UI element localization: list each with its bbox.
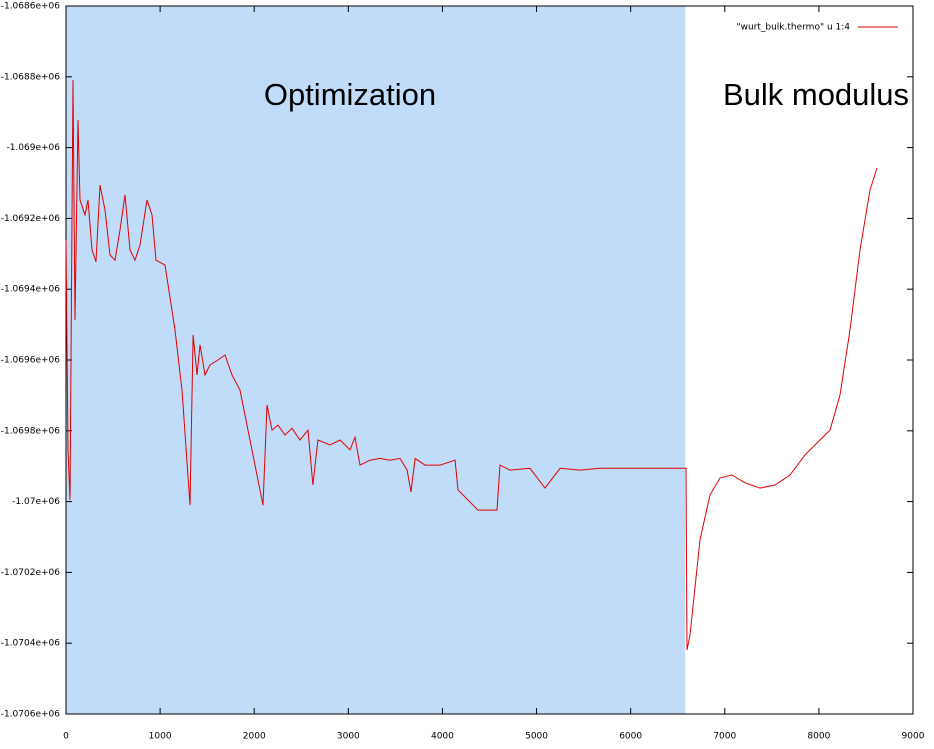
annotation: Optimization <box>264 77 436 112</box>
y-tick-label: -1.0688e+06 <box>1 72 61 82</box>
annotation: Bulk modulus <box>723 77 909 112</box>
y-tick-label: -1.0696e+06 <box>1 356 61 366</box>
x-tick-label: 4000 <box>431 732 454 742</box>
y-tick-label: -1.0698e+06 <box>1 426 61 436</box>
x-tick-label: 1000 <box>149 732 172 742</box>
y-tick-label: -1.0686e+06 <box>1 2 61 12</box>
data-line <box>65 79 878 650</box>
x-tick-label: 2000 <box>243 732 266 742</box>
y-tick-label: -1.069e+06 <box>6 143 60 153</box>
x-tick-label: 8000 <box>807 732 830 742</box>
shaded-region <box>66 6 686 714</box>
x-tick-label: 7000 <box>713 732 736 742</box>
y-tick-label: -1.0694e+06 <box>1 285 61 295</box>
x-tick-label: 0 <box>63 732 69 742</box>
y-tick-label: -1.0702e+06 <box>1 568 61 578</box>
x-tick-label: 5000 <box>525 732 548 742</box>
plot-border <box>65 5 914 715</box>
y-tick-label: -1.07e+06 <box>12 497 60 507</box>
legend-label: "wurt_bulk.thermo" u 1:4 <box>736 23 850 33</box>
x-tick-label: 6000 <box>619 732 642 742</box>
y-tick-label: -1.0704e+06 <box>1 639 61 649</box>
y-tick-label: -1.0692e+06 <box>1 214 61 224</box>
x-tick-label: 3000 <box>337 732 360 742</box>
x-tick-label: 9000 <box>902 732 925 742</box>
y-tick-label: -1.0706e+06 <box>1 710 61 720</box>
